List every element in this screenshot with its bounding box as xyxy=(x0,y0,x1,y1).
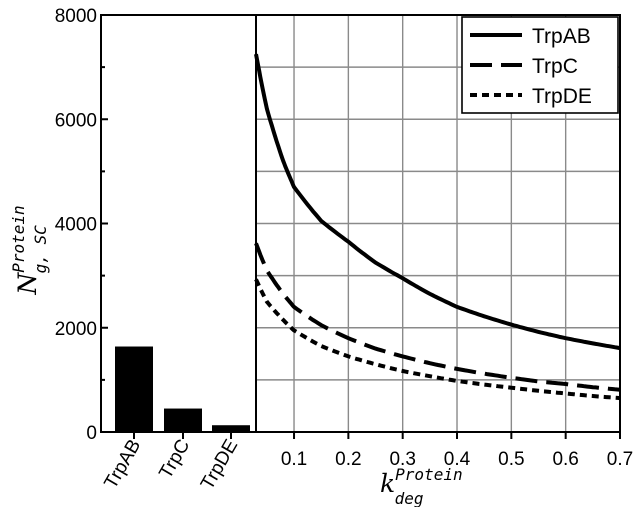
legend: TrpAB TrpC TrpDE xyxy=(461,16,619,114)
y-axis-label: NProtein g, SC xyxy=(9,205,50,295)
bar-category-label: TrpAB xyxy=(101,436,146,493)
x-axis-label-sub: deg xyxy=(395,489,424,507)
bar-trpab xyxy=(115,346,153,432)
y-tick-label: 8000 xyxy=(55,6,97,27)
x-tick-label: 0.4 xyxy=(444,449,471,470)
bar-category-label: TrpDE xyxy=(197,436,242,493)
x-tick-label: 0.5 xyxy=(498,449,524,470)
x-tick-label: 0.1 xyxy=(281,449,307,470)
legend-label-trpc: TrpC xyxy=(532,55,578,78)
y-axis-label-sup: Protein xyxy=(9,205,28,272)
legend-label-trpde: TrpDE xyxy=(532,85,592,108)
x-tick-label: 0.6 xyxy=(552,449,578,470)
y-tick-label: 2000 xyxy=(55,319,97,340)
series-line-trpab xyxy=(254,53,621,351)
x-tick-label: 0.2 xyxy=(335,449,361,470)
bar-category-label: TrpC xyxy=(155,436,194,482)
line-chart-series xyxy=(254,53,621,401)
series-line-trpde xyxy=(254,278,621,401)
x-tick-label: 0.7 xyxy=(607,449,633,470)
x-axis-label: kProtein deg xyxy=(380,465,463,507)
y-tick-label: 0 xyxy=(86,423,97,444)
legend-label-trpab: TrpAB xyxy=(532,25,591,48)
y-tick-label: 6000 xyxy=(55,110,97,131)
y-axis-label-main: N xyxy=(13,272,42,296)
axes xyxy=(100,14,621,439)
x-axis-label-main: k xyxy=(380,469,395,498)
bar-chart-bars xyxy=(115,346,250,432)
x-axis-label-sup: Protein xyxy=(395,465,462,484)
bar-trpc xyxy=(164,408,202,432)
bar-trpde xyxy=(212,425,250,432)
series-line-trpc xyxy=(254,242,621,392)
y-tick-label: 4000 xyxy=(55,215,97,236)
y-axis-label-sub: g, SC xyxy=(31,225,50,274)
x-tick-label: 0.3 xyxy=(389,449,415,470)
